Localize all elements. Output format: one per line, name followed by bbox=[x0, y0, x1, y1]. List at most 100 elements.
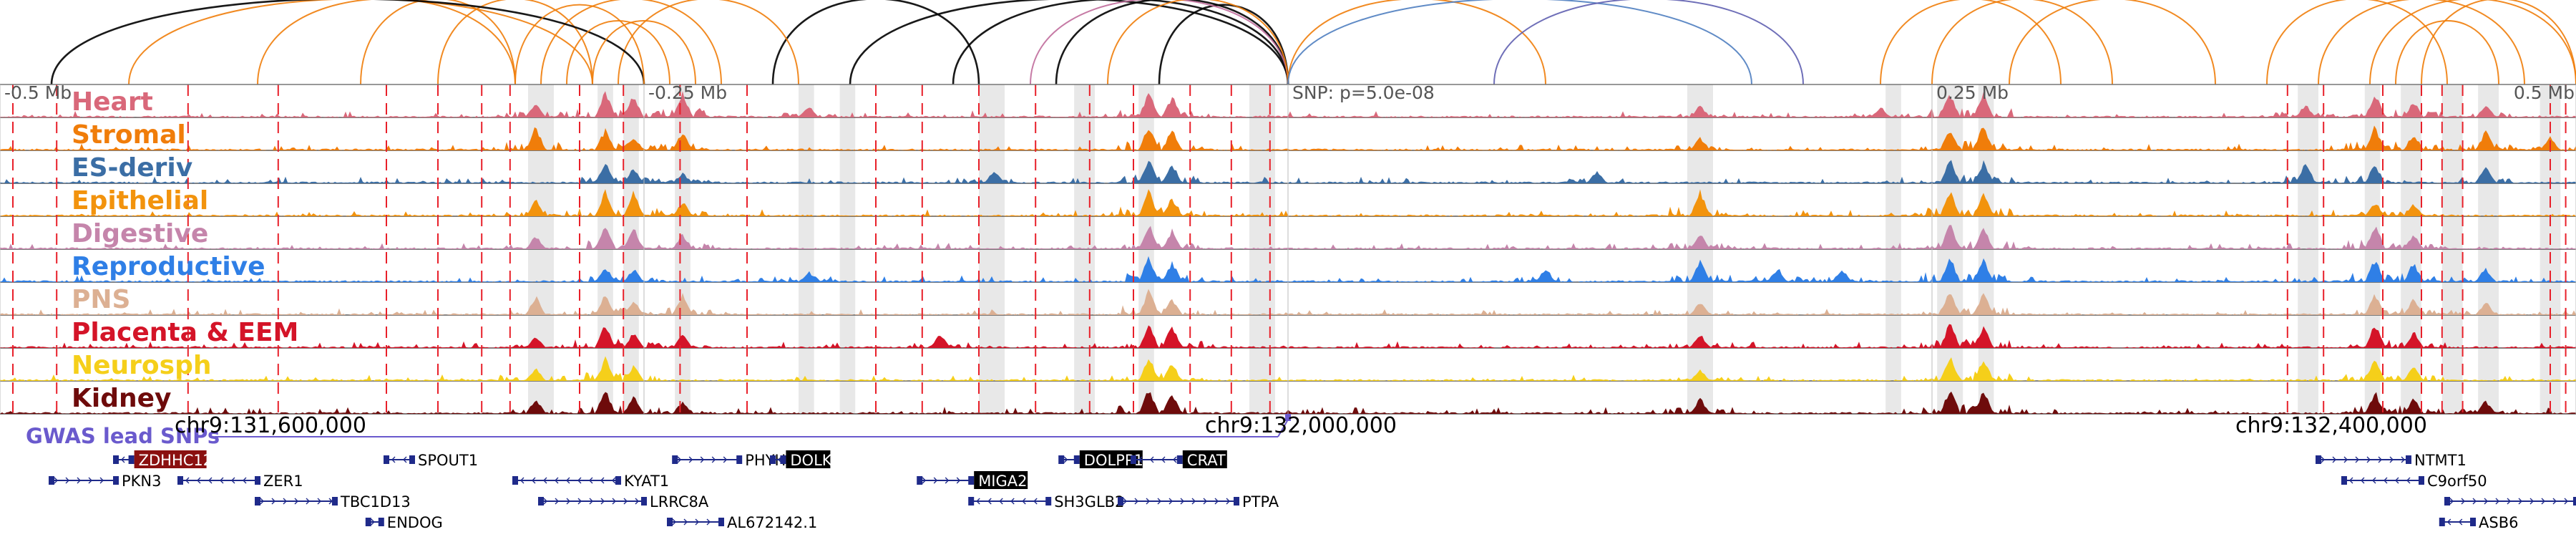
strand-arrow bbox=[543, 477, 547, 484]
strand-arrow bbox=[577, 498, 582, 505]
strand-arrow bbox=[306, 498, 310, 505]
gene-exon bbox=[332, 497, 338, 505]
axis-tick-label: 0.25 Mb bbox=[1936, 82, 2009, 103]
interaction-arc bbox=[2395, 19, 2499, 85]
strand-arrow bbox=[987, 498, 992, 505]
interaction-arc bbox=[1931, 0, 2113, 85]
interaction-arc bbox=[1107, 0, 1289, 85]
gene-exon bbox=[538, 497, 544, 505]
strand-arrow bbox=[1150, 456, 1154, 463]
strand-arrow bbox=[683, 518, 688, 526]
gwas-connector bbox=[1277, 419, 1289, 437]
track-label: Epithelial bbox=[72, 186, 208, 216]
strand-arrow bbox=[2389, 456, 2394, 463]
interaction-arc bbox=[2369, 0, 2576, 85]
strand-arrow bbox=[2372, 477, 2376, 484]
interaction-arc bbox=[1055, 0, 1289, 85]
gene-exon bbox=[255, 476, 260, 485]
gwas-snp-marker bbox=[1285, 414, 1291, 421]
track-label: Digestive bbox=[72, 219, 208, 248]
gene-exon bbox=[1058, 455, 1065, 464]
interaction-arc bbox=[514, 4, 645, 85]
track-label: Heart bbox=[72, 87, 153, 117]
interaction-arc bbox=[257, 0, 516, 85]
strand-arrow bbox=[231, 477, 235, 484]
strand-arrow bbox=[2472, 498, 2477, 505]
gene-ier5l: IER5L bbox=[1289, 535, 1331, 537]
strand-arrow bbox=[589, 498, 593, 505]
strand-arrow bbox=[1063, 456, 1068, 463]
strand-arrow bbox=[65, 477, 69, 484]
gene-label: SPOUT1 bbox=[418, 452, 478, 469]
strand-arrow bbox=[600, 477, 605, 484]
gene-exon bbox=[667, 518, 673, 526]
gene-exon bbox=[672, 455, 678, 464]
strand-arrow bbox=[2361, 477, 2365, 484]
interaction-arc bbox=[2421, 0, 2576, 85]
genomic-coordinates: chr9:131,600,000 chr9:132,000,000 chr9:132… bbox=[175, 413, 2427, 438]
gene-label: MIGA2 bbox=[978, 473, 1027, 490]
strand-arrow bbox=[1226, 498, 1230, 505]
strand-arrow bbox=[2366, 456, 2371, 463]
gene-exon bbox=[113, 455, 119, 464]
gene-exon bbox=[917, 476, 923, 485]
strand-arrow bbox=[2446, 518, 2451, 526]
axis-tick-labels: -0.5 Mb -0.25 Mb SNP: p=5.0e-08 0.25 Mb 0.5 … bbox=[0, 82, 2576, 414]
interaction-arcs bbox=[50, 0, 2576, 85]
gene-asb6: ASB6 bbox=[2439, 514, 2518, 531]
gene-label: LRRC8A bbox=[650, 493, 709, 511]
strand-arrow bbox=[543, 498, 547, 505]
interaction-arc bbox=[540, 0, 722, 85]
strand-arrow bbox=[566, 498, 570, 505]
gene-label-box bbox=[974, 471, 1028, 489]
strand-arrow bbox=[2484, 498, 2488, 505]
coordinate-label: chr9:132,400,000 bbox=[2235, 413, 2427, 438]
strand-arrow bbox=[121, 456, 125, 463]
gene-miga2: MIGA2 bbox=[917, 471, 1028, 490]
gene-kyat1: KYAT1 bbox=[512, 473, 669, 490]
track-label: Stromal bbox=[72, 120, 186, 150]
strand-arrow bbox=[2406, 477, 2411, 484]
gene-exon bbox=[615, 476, 621, 485]
interaction-arc bbox=[1287, 0, 1546, 85]
strand-arrow bbox=[1010, 498, 1015, 505]
strand-arrow bbox=[2541, 498, 2545, 505]
interaction-arc bbox=[2009, 0, 2216, 85]
gene-label: SH3GLB2 bbox=[1054, 493, 1124, 511]
gene-label: NTMT1 bbox=[2414, 452, 2467, 469]
interaction-arc bbox=[2318, 0, 2525, 85]
strand-arrow bbox=[208, 477, 213, 484]
gene-exon bbox=[2341, 476, 2347, 485]
strand-arrow bbox=[2378, 456, 2382, 463]
strand-arrow bbox=[1134, 498, 1138, 505]
strand-arrow bbox=[600, 498, 605, 505]
strand-arrow bbox=[555, 477, 559, 484]
strand-arrow bbox=[2518, 498, 2522, 505]
gene-prrx2: PRRX2 bbox=[2444, 497, 2576, 505]
strand-arrow bbox=[1203, 498, 1207, 505]
gene-label: DOLK bbox=[790, 452, 832, 469]
strand-arrow bbox=[520, 477, 525, 484]
interaction-arc bbox=[592, 19, 696, 85]
strand-arrow bbox=[700, 456, 705, 463]
gene-label: PKN3 bbox=[122, 473, 162, 490]
strand-arrow bbox=[294, 498, 298, 505]
interaction-arc bbox=[771, 0, 980, 85]
gene-exon bbox=[2406, 455, 2411, 464]
gene-exon bbox=[128, 455, 135, 464]
strand-arrow bbox=[1157, 498, 1161, 505]
strand-arrow bbox=[1214, 498, 1219, 505]
strand-arrow bbox=[2552, 498, 2557, 505]
gene-label: C9orf50 bbox=[2427, 473, 2487, 490]
gene-exon bbox=[736, 455, 743, 464]
gene-exon bbox=[718, 518, 724, 526]
strand-arrow bbox=[220, 477, 224, 484]
interaction-arc bbox=[849, 0, 1289, 85]
strand-arrow bbox=[612, 498, 616, 505]
gene-exon bbox=[512, 476, 518, 485]
strand-arrow bbox=[1123, 498, 1127, 505]
gene-label: TBC1D13 bbox=[340, 493, 411, 511]
strand-arrow bbox=[2401, 456, 2405, 463]
strand-arrow bbox=[532, 477, 536, 484]
